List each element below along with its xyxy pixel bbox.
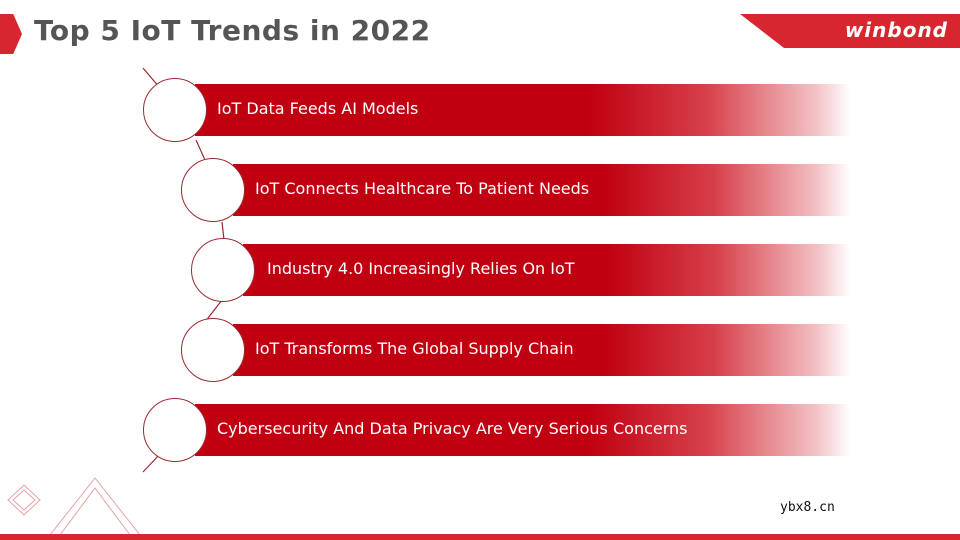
trend-bar-4: IoT Transforms The Global Supply Chain [233, 324, 850, 376]
page-title: Top 5 IoT Trends in 2022 [34, 14, 431, 47]
watermark: ybx8.cn [780, 500, 835, 515]
trend-circle-3 [191, 238, 255, 302]
trend-bar-3: Industry 4.0 Increasingly Relies On IoT [243, 244, 850, 296]
trend-label: IoT Data Feeds AI Models [217, 99, 419, 118]
bottom-accent-bar [0, 534, 960, 540]
trend-bar-2: IoT Connects Healthcare To Patient Needs [233, 164, 850, 216]
trend-bar-5: Cybersecurity And Data Privacy Are Very … [195, 404, 850, 456]
trend-label: IoT Transforms The Global Supply Chain [255, 339, 574, 358]
trend-label: Cybersecurity And Data Privacy Are Very … [217, 419, 688, 438]
diamond-decoration [7, 477, 142, 536]
trend-circle-5 [143, 398, 207, 462]
trend-circle-1 [143, 78, 207, 142]
trend-label: Industry 4.0 Increasingly Relies On IoT [267, 259, 575, 278]
trend-circle-2 [181, 158, 245, 222]
trend-circle-4 [181, 318, 245, 382]
logo-band: winbond [740, 14, 960, 48]
trend-bar-1: IoT Data Feeds AI Models [195, 84, 850, 136]
title-accent-tab [0, 14, 22, 54]
winbond-logo: winbond [844, 18, 948, 42]
trend-label: IoT Connects Healthcare To Patient Needs [255, 179, 590, 198]
